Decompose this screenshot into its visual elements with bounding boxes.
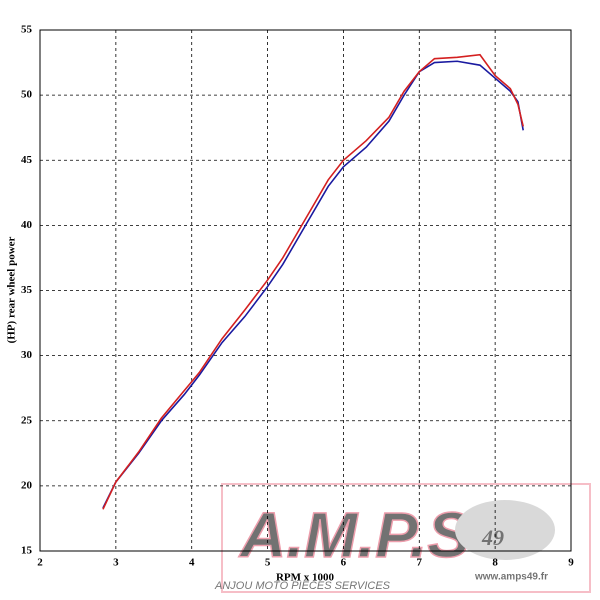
x-tick-label: 2 bbox=[37, 557, 43, 569]
x-tick-label: 5 bbox=[265, 557, 271, 569]
watermark-tagline: ANJOU MOTO PIECES SERVICES bbox=[214, 580, 391, 592]
y-tick-label: 15 bbox=[21, 545, 33, 557]
watermark-url: www.amps49.fr bbox=[474, 572, 548, 583]
y-tick-label: 30 bbox=[21, 349, 33, 361]
x-tick-label: 9 bbox=[568, 557, 574, 569]
y-tick-label: 50 bbox=[21, 89, 33, 101]
watermark-bike bbox=[455, 500, 555, 560]
y-tick-label: 45 bbox=[21, 154, 33, 166]
y-tick-label: 20 bbox=[21, 479, 33, 491]
y-tick-label: 35 bbox=[21, 284, 33, 296]
x-tick-label: 4 bbox=[189, 557, 195, 569]
y-tick-label: 40 bbox=[21, 219, 33, 231]
watermark-logo: A.M.P.S bbox=[238, 499, 470, 571]
x-tick-label: 3 bbox=[113, 557, 119, 569]
watermark: A.M.P.S 49 ANJOU MOTO PIECES SERVICES ww… bbox=[214, 483, 591, 593]
x-tick-label: 6 bbox=[341, 557, 347, 569]
y-axis-title: (HP) rear wheel power bbox=[6, 236, 18, 343]
x-tick-label: 8 bbox=[492, 557, 498, 569]
line-series bbox=[102, 60, 524, 509]
watermark-frame bbox=[221, 483, 591, 593]
y-tick-label: 25 bbox=[21, 414, 33, 426]
watermark-number: 49 bbox=[481, 525, 504, 550]
x-tick-label: 7 bbox=[417, 557, 423, 569]
x-axis-title: RPM x 1000 bbox=[276, 572, 335, 584]
y-tick-label: 55 bbox=[21, 24, 33, 36]
line-series bbox=[102, 53, 524, 510]
